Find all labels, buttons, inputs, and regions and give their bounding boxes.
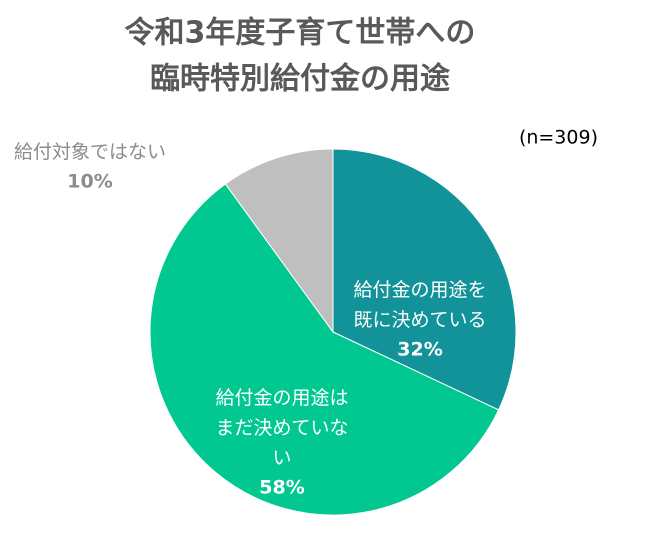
chart-subtitle: (n=309) xyxy=(519,127,598,149)
slice-label-line: い xyxy=(272,447,291,469)
slice-label-line: 給付対象ではない xyxy=(14,141,166,163)
slice-label-line: 既に決めている xyxy=(353,309,486,331)
value-label: 32% xyxy=(397,339,442,361)
chart-title: 臨時特別給付金の用途 xyxy=(150,62,451,97)
slice-label-line: 給付金の用途を xyxy=(353,279,486,301)
slice-label-line: まだ決めていな xyxy=(215,417,348,439)
pie-slice xyxy=(332,148,517,411)
value-label: 10% xyxy=(67,171,112,193)
slice-label: 給付金の用途を既に決めている xyxy=(353,279,486,331)
slice-label: 給付金の用途はまだ決めていない xyxy=(215,387,348,469)
slice-label: 給付対象ではない xyxy=(14,141,166,163)
pie-slice xyxy=(149,183,500,516)
value-label: 58% xyxy=(259,477,304,499)
chart-title: 令和3年度子育て世帯への xyxy=(125,16,476,51)
slice-label-line: 給付金の用途は xyxy=(215,387,348,409)
pie-slice xyxy=(224,148,334,334)
